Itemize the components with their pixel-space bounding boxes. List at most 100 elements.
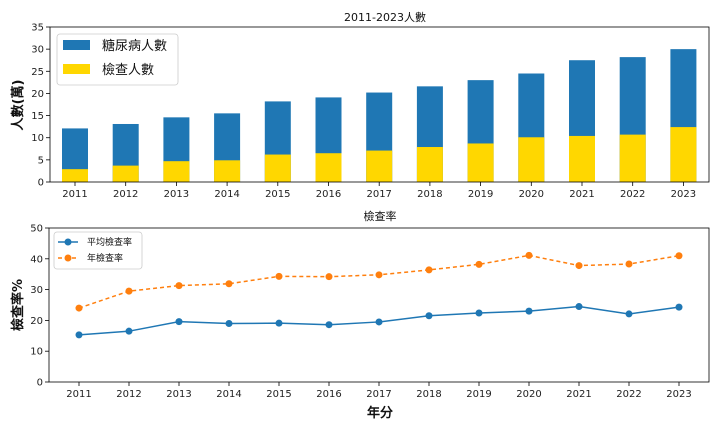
line-point-1-2017 xyxy=(375,318,383,326)
line-point-2-2018 xyxy=(425,266,433,274)
line-x-tick-label: 2017 xyxy=(366,389,391,400)
bar-legend-label-1: 糖尿病人數 xyxy=(102,38,167,54)
line-x-tick-label: 2014 xyxy=(216,389,241,400)
line-legend-marker-1 xyxy=(64,238,72,246)
bar-y-tick-label: 35 xyxy=(31,23,44,34)
line-point-2-2016 xyxy=(325,273,333,281)
bar-2-2013 xyxy=(163,161,190,182)
bar-legend-label-2: 檢查人數 xyxy=(102,62,154,78)
line-x-tick-label: 2022 xyxy=(616,389,641,400)
bar-2-2023 xyxy=(670,127,697,182)
line-point-1-2013 xyxy=(175,318,183,326)
line-y-tick-label: 0 xyxy=(37,378,43,389)
line-x-tick-label: 2016 xyxy=(316,389,341,400)
bar-x-tick-label: 2019 xyxy=(468,189,493,200)
bar-2-2020 xyxy=(518,137,545,182)
bar-x-tick-label: 2011 xyxy=(62,189,87,200)
bar-legend-swatch-2 xyxy=(63,64,90,74)
bar-x-tick-label: 2020 xyxy=(519,189,544,200)
line-legend-label-2: 年檢查率 xyxy=(87,252,123,264)
line-x-tick-label: 2012 xyxy=(116,389,141,400)
line-chart: 檢查率 檢查率% 年分 0 10 20 30 40 50 2011 2012 2013 2014 2… xyxy=(10,209,710,421)
bar-chart-y-axis-label: 人數(萬) xyxy=(10,80,26,131)
bar-2-2021 xyxy=(569,135,595,182)
line-point-2-2022 xyxy=(625,260,633,268)
line-y-tick-label: 20 xyxy=(30,316,43,327)
line-point-1-2011 xyxy=(75,331,83,339)
line-point-1-2012 xyxy=(125,327,133,335)
line-point-1-2021 xyxy=(575,303,583,311)
bar-y-tick-label: 0 xyxy=(38,178,44,189)
bar-x-tick-label: 2015 xyxy=(265,189,290,200)
line-point-1-2023 xyxy=(675,303,683,311)
line-point-1-2019 xyxy=(475,309,483,317)
bar-2-2015 xyxy=(264,154,291,182)
bar-2-2019 xyxy=(467,143,494,182)
line-chart-legend: 平均檢查率 年檢查率 xyxy=(53,231,143,270)
line-x-tick-label: 2023 xyxy=(666,389,691,400)
bar-x-tick-label: 2013 xyxy=(164,189,189,200)
line-point-2-2017 xyxy=(375,271,383,279)
line-point-2-2021 xyxy=(575,262,583,270)
bar-2-2011 xyxy=(62,169,88,182)
bar-2-2017 xyxy=(366,150,393,182)
line-y-tick-label: 50 xyxy=(30,224,43,235)
line-point-1-2022 xyxy=(625,310,633,318)
bar-x-tick-label: 2012 xyxy=(113,189,138,200)
bar-legend-swatch-1 xyxy=(63,40,90,50)
line-legend-marker-2 xyxy=(64,254,72,262)
line-series-2 xyxy=(78,254,680,309)
line-x-tick-label: 2013 xyxy=(166,389,191,400)
bar-chart-title: 2011-2023人數 xyxy=(344,11,426,24)
bar-x-tick-label: 2014 xyxy=(214,189,239,200)
bar-2-2018 xyxy=(416,147,443,182)
line-legend-label-1: 平均檢查率 xyxy=(87,236,132,248)
line-point-2-2011 xyxy=(75,304,83,312)
line-point-1-2018 xyxy=(425,312,433,320)
line-y-tick-label: 40 xyxy=(30,254,43,265)
line-y-tick-label: 30 xyxy=(30,285,43,296)
bar-x-tick-label: 2023 xyxy=(671,189,696,200)
bar-y-tick-label: 25 xyxy=(31,67,44,78)
line-chart-axes-frame xyxy=(48,227,710,383)
bar-x-tick-label: 2016 xyxy=(316,189,341,200)
line-x-tick-label: 2019 xyxy=(466,389,491,400)
bar-2-2012 xyxy=(112,165,139,182)
line-point-2-2014 xyxy=(225,280,233,288)
line-chart-series xyxy=(75,251,683,339)
bar-chart-axes-frame xyxy=(49,26,710,183)
line-point-2-2015 xyxy=(275,272,283,280)
bar-x-tick-label: 2022 xyxy=(620,189,645,200)
line-point-2-2012 xyxy=(125,287,133,295)
bar-y-tick-label: 5 xyxy=(38,155,44,166)
bar-y-tick-label: 15 xyxy=(31,111,44,122)
bar-y-tick-label: 30 xyxy=(31,45,44,56)
line-x-tick-label: 2018 xyxy=(416,389,441,400)
line-y-tick-label: 10 xyxy=(30,347,43,358)
bar-x-tick-label: 2017 xyxy=(366,189,391,200)
line-chart-ticks: 0 10 20 30 40 50 2011 2012 2013 2014 2015 2016 2017 2… xyxy=(30,224,691,401)
line-x-tick-label: 2015 xyxy=(266,389,291,400)
line-x-tick-label: 2020 xyxy=(516,389,541,400)
line-chart-x-axis-label: 年分 xyxy=(367,405,393,421)
line-point-2-2013 xyxy=(175,282,183,290)
line-point-2-2023 xyxy=(675,252,683,260)
bar-2-2022 xyxy=(619,134,646,182)
bar-chart: 2011-2023人數 人數(萬) 0 5 10 15 20 25 30 35 2011 2012… xyxy=(10,11,710,201)
line-point-2-2020 xyxy=(525,251,533,259)
bar-2-2014 xyxy=(214,160,241,182)
bar-y-tick-label: 20 xyxy=(31,89,44,100)
line-chart-y-axis-label: 檢查率% xyxy=(10,279,26,331)
line-point-2-2019 xyxy=(475,260,483,268)
bar-chart-bars xyxy=(62,49,697,183)
bar-x-tick-label: 2021 xyxy=(569,189,594,200)
bar-2-2016 xyxy=(315,153,342,182)
bar-chart-ticks: 0 5 10 15 20 25 30 35 2011 2012 2013 2014 2015 2016 20… xyxy=(31,23,696,201)
line-chart-title: 檢查率 xyxy=(364,209,397,223)
line-point-1-2020 xyxy=(525,307,533,315)
line-point-1-2014 xyxy=(225,319,233,327)
bar-y-tick-label: 10 xyxy=(31,133,44,144)
line-point-1-2016 xyxy=(325,321,333,329)
bar-x-tick-label: 2018 xyxy=(417,189,442,200)
